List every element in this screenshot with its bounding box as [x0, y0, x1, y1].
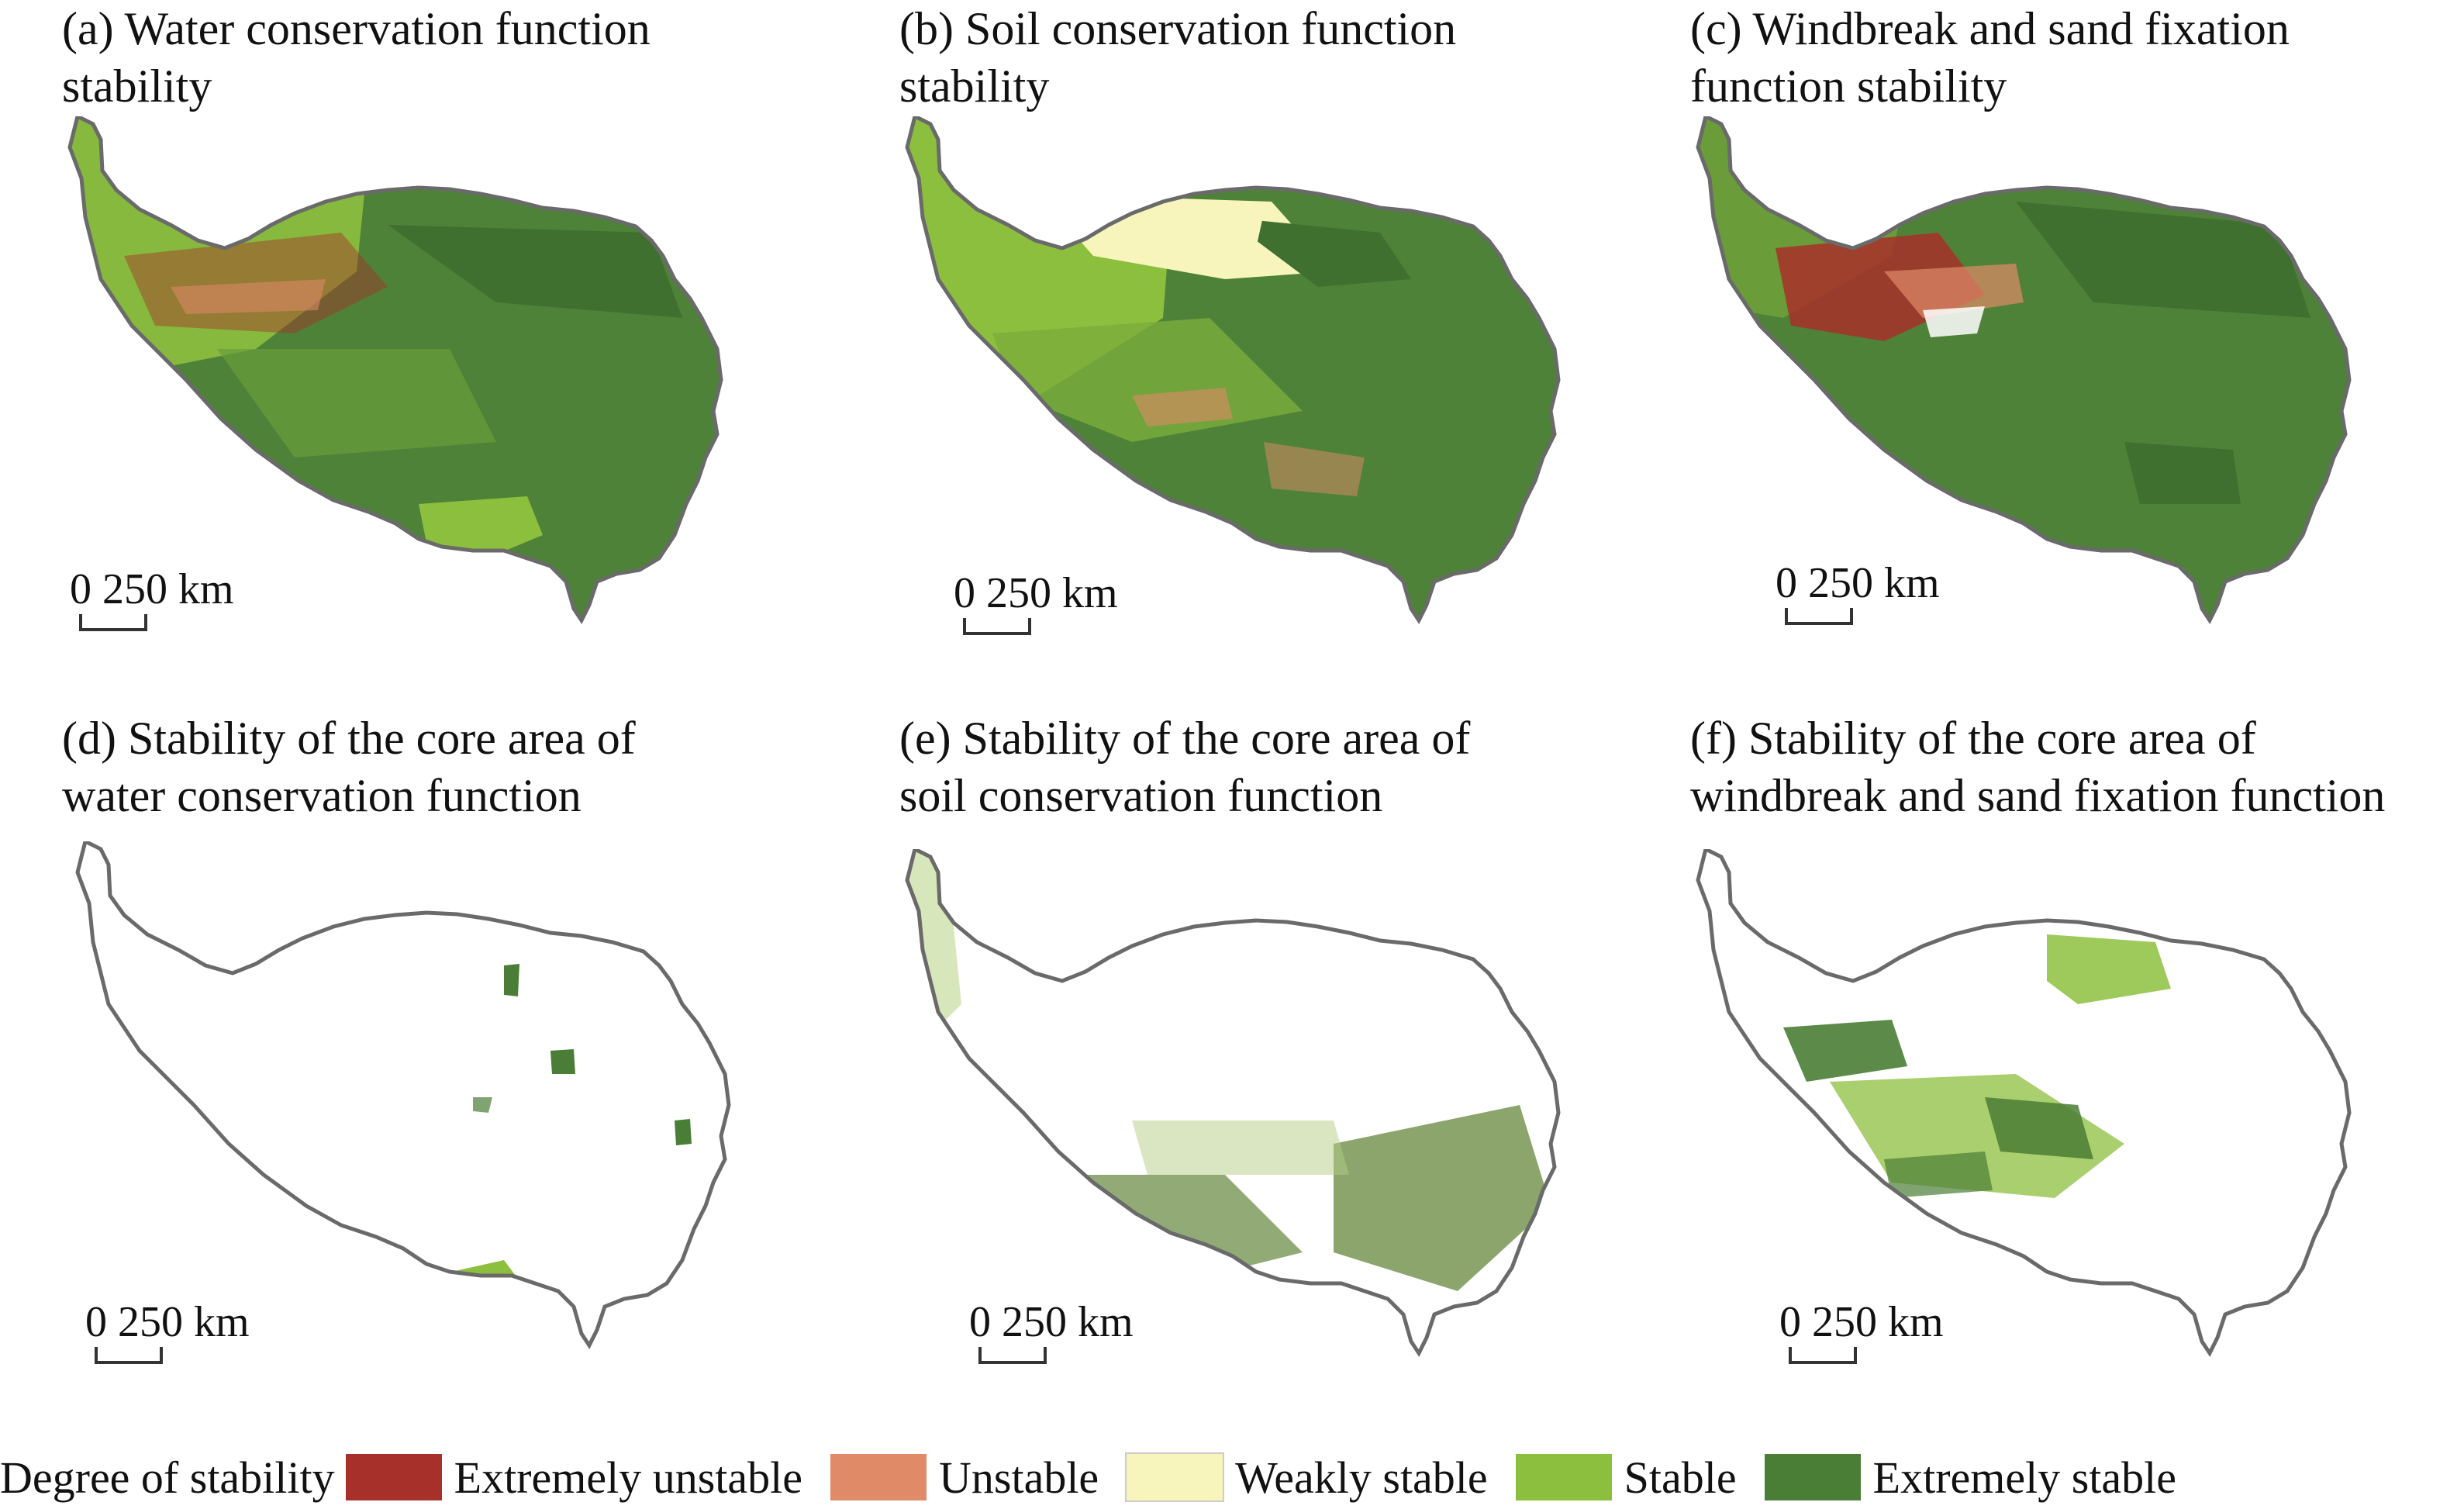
legend-label: Extremely stable — [1872, 1452, 2177, 1503]
scale-bar: 0 250 km — [85, 1298, 250, 1364]
panel-title: (e) Stability of the core area of soil c… — [899, 713, 1471, 821]
panel-c: (c) Windbreak and sand fixation function… — [1690, 0, 2464, 682]
plateau-map — [62, 841, 744, 1353]
legend-swatch-stable — [1515, 1454, 1612, 1500]
scale-bar: 0 250 km — [1776, 559, 1940, 625]
scale-ticks — [1785, 608, 1853, 625]
scale-ticks — [1789, 1347, 1857, 1364]
plateau-map — [1690, 849, 2357, 1361]
legend-swatch-extremely-stable — [1764, 1454, 1861, 1500]
scale-label: 0 250 km — [1779, 1298, 1944, 1346]
scale-ticks — [79, 614, 147, 631]
scale-label: 0 250 km — [969, 1298, 1134, 1346]
panel-title: (c) Windbreak and sand fixation function… — [1690, 3, 2290, 112]
scale-bar: 0 250 km — [70, 565, 234, 631]
panel-title: (b) Soil conservation function stability — [899, 3, 1457, 112]
legend-swatch-weakly-stable — [1125, 1452, 1225, 1502]
plateau-map — [62, 116, 729, 628]
legend: Degree of stability Extremely unstable U… — [0, 1450, 2176, 1504]
plateau-map — [1690, 116, 2357, 628]
legend-label: Unstable — [939, 1452, 1099, 1503]
legend-label: Extremely unstable — [454, 1452, 802, 1503]
scale-ticks — [978, 1347, 1047, 1364]
panel-title: (a) Water conservation function stabilit… — [62, 3, 651, 112]
scale-label: 0 250 km — [70, 565, 234, 613]
legend-label: Stable — [1624, 1452, 1737, 1503]
scale-label: 0 250 km — [85, 1298, 250, 1346]
legend-swatch-extremely-unstable — [345, 1454, 442, 1500]
scale-bar: 0 250 km — [969, 1298, 1134, 1364]
scale-ticks — [963, 618, 1031, 635]
panel-e: (e) Stability of the core area of soil c… — [899, 710, 1721, 1392]
panel-a: (a) Water conservation function stabilit… — [62, 0, 884, 682]
legend-title: Degree of stability — [0, 1452, 335, 1503]
panel-title: (f) Stability of the core area of windbr… — [1690, 713, 2386, 821]
scale-label: 0 250 km — [954, 569, 1118, 617]
legend-label: Weakly stable — [1235, 1452, 1488, 1503]
panel-b: (b) Soil conservation function stability… — [899, 0, 1721, 682]
panel-title: (d) Stability of the core area of water … — [62, 713, 636, 821]
plateau-map — [899, 849, 1566, 1361]
scale-bar: 0 250 km — [954, 569, 1118, 635]
panel-f: (f) Stability of the core area of windbr… — [1690, 710, 2464, 1392]
scale-bar: 0 250 km — [1779, 1298, 1944, 1364]
scale-label: 0 250 km — [1776, 559, 1940, 607]
legend-swatch-unstable — [830, 1454, 927, 1500]
panel-d: (d) Stability of the core area of water … — [62, 710, 884, 1392]
plateau-map — [899, 116, 1566, 628]
scale-ticks — [95, 1347, 163, 1364]
